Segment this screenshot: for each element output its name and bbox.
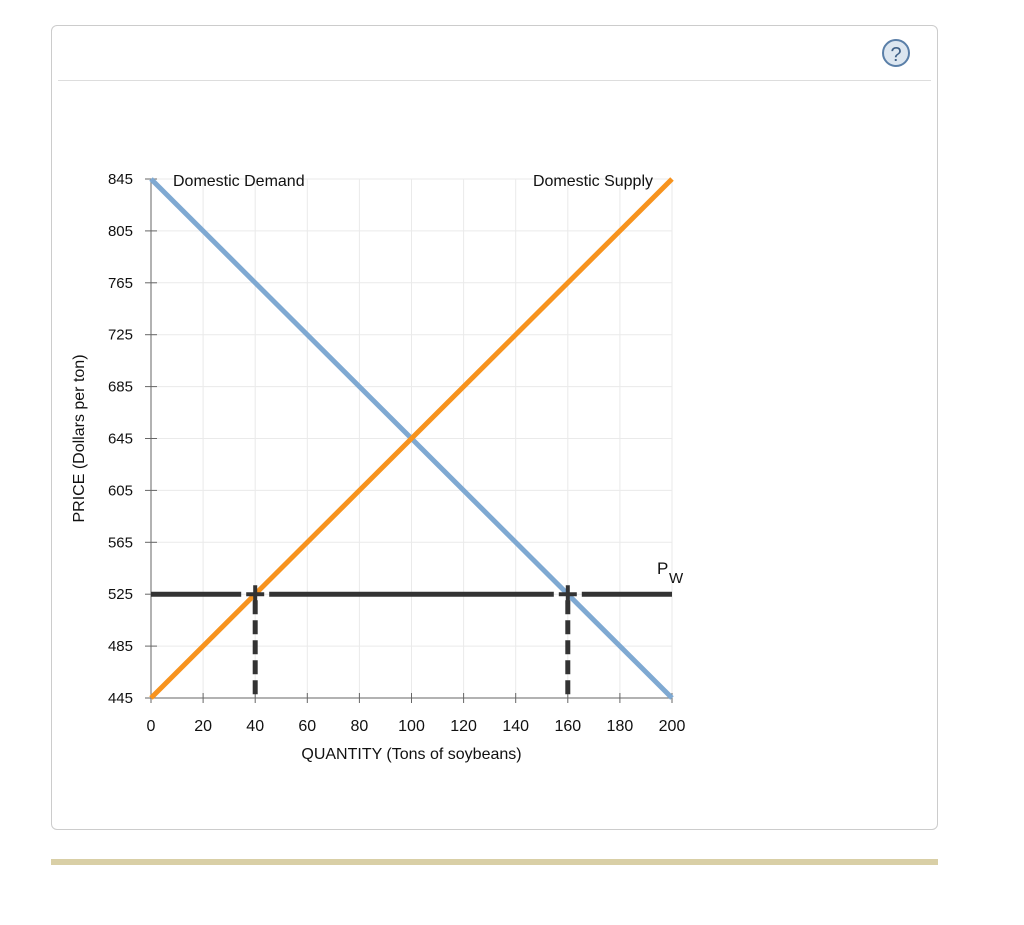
y-tick-label: 565 bbox=[108, 534, 133, 551]
intersection-marker bbox=[246, 585, 265, 604]
y-tick-label: 525 bbox=[108, 586, 133, 603]
y-tick-label: 845 bbox=[108, 171, 133, 188]
y-tick-label: 445 bbox=[108, 690, 133, 707]
x-axis-label: QUANTITY (Tons of soybeans) bbox=[301, 746, 521, 763]
world-price-subscript: W bbox=[669, 570, 684, 587]
x-tick-label: 200 bbox=[659, 718, 686, 735]
x-tick-label: 0 bbox=[147, 718, 156, 735]
x-tick-label: 60 bbox=[298, 718, 316, 735]
demand-label: Domestic Demand bbox=[173, 173, 305, 190]
x-tick-label: 80 bbox=[351, 718, 369, 735]
x-tick-label: 120 bbox=[450, 718, 477, 735]
y-tick-label: 685 bbox=[108, 379, 133, 396]
x-tick-label: 140 bbox=[502, 718, 529, 735]
y-tick-label: 765 bbox=[108, 275, 133, 292]
bottom-divider-bar bbox=[51, 859, 938, 865]
x-tick-label: 40 bbox=[246, 718, 264, 735]
supply-label: Domestic Supply bbox=[533, 173, 653, 190]
y-tick-label: 605 bbox=[108, 482, 133, 499]
y-axis-label: PRICE (Dollars per ton) bbox=[71, 354, 88, 522]
chart-card: ? bbox=[51, 25, 938, 830]
x-tick-label: 20 bbox=[194, 718, 212, 735]
y-tick-label: 805 bbox=[108, 223, 133, 240]
y-tick-label: 725 bbox=[108, 327, 133, 344]
x-tick-label: 160 bbox=[554, 718, 581, 735]
supply-line bbox=[149, 177, 674, 700]
intersection-marker bbox=[558, 585, 577, 604]
y-tick-label: 645 bbox=[108, 431, 133, 448]
header-divider bbox=[58, 80, 931, 81]
x-tick-label: 180 bbox=[607, 718, 634, 735]
x-tick-label: 100 bbox=[398, 718, 425, 735]
help-icon[interactable]: ? bbox=[882, 39, 910, 67]
y-tick-label: 485 bbox=[108, 638, 133, 655]
world-price-label: P bbox=[657, 559, 668, 578]
